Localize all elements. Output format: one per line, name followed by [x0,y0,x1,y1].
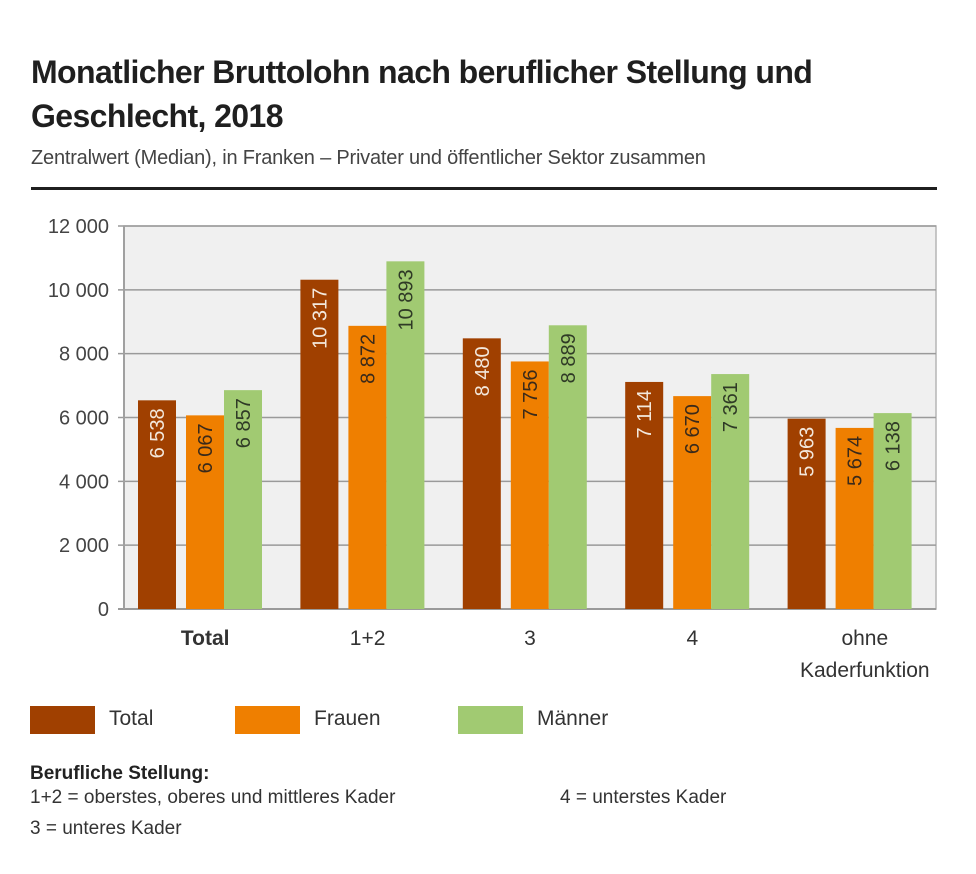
y-tick-label: 8 000 [59,344,109,366]
notes-row: 1+2 = oberstes, oberes und mittleres Kad… [30,787,726,818]
bar-value-label: 5 963 [797,427,819,477]
chart-title: Monatlicher Bruttolohn nach beruflicher … [31,54,813,134]
notes: Berufliche Stellung: 1+2 = oberstes, obe… [30,763,726,849]
bar-chart: 0 2 000 4 000 6 000 8 000 10 000 12 000 6 538 6… [48,216,937,682]
bar-value-label: 8 480 [472,346,494,396]
bar-frauen-4 [835,427,874,609]
bar-maenner-2 [548,325,587,609]
x-category-label: 3 [524,627,536,650]
bar-value-label: 5 674 [845,436,867,486]
notes-row: 3 = unteres Kader [30,818,209,849]
bar-value-label: 6 670 [682,404,704,454]
legend-label-frauen: Frauen [314,707,381,730]
bar-total-4 [787,418,826,609]
x-category-label: 4 [687,627,699,650]
y-tick-label: 2 000 [59,535,109,557]
x-category-label: Total [181,627,230,650]
bar-frauen-0 [186,415,224,609]
legend-label-total: Total [109,707,154,730]
bar-value-label: 6 857 [233,398,255,448]
bar-value-label: 8 889 [558,333,580,383]
bar-frauen-2 [510,361,549,609]
bar-maenner-4 [873,413,912,609]
bar-maenner-1 [386,261,425,609]
bar-total-2 [462,338,501,609]
bar-value-label: 6 138 [883,421,905,471]
legend-swatch-frauen [235,706,300,734]
bar-value-label: 7 114 [634,390,656,439]
x-category-label: 1+2 [350,627,386,650]
x-category-label: Kaderfunktion [800,659,930,682]
x-category-label: ohne [841,627,888,650]
legend-swatch-maenner [458,706,523,734]
y-tick-label: 6 000 [59,408,109,430]
note-item: 3 = unteres Kader [30,818,182,839]
bar-maenner-0 [224,390,262,609]
bar-value-label: 7 756 [520,369,542,419]
note-item: 4 = unterstes Kader [560,787,727,808]
y-tick-label: 10 000 [48,280,109,302]
bar-value-label: 10 893 [395,269,417,330]
legend-label-maenner: Männer [537,707,609,730]
bar-frauen-3 [673,396,712,609]
y-tick-label: 0 [98,599,109,621]
chart-subtitle: Zentralwert (Median), in Franken – Priva… [31,147,706,169]
legend-swatch-total [30,706,95,734]
bar-value-label: 7 361 [720,382,742,432]
bar-total-1 [300,279,339,609]
note-item: 1+2 = oberstes, oberes und mittleres Kad… [30,787,396,808]
y-tick-label: 4 000 [59,471,109,493]
bar-value-label: 8 872 [357,334,379,384]
bar-value-label: 6 538 [147,408,169,458]
bar-total-0 [138,400,176,609]
bar-maenner-3 [711,374,750,609]
title-divider [31,187,937,190]
bar-value-label: 6 067 [195,423,217,473]
notes-heading: Berufliche Stellung: [30,763,210,784]
bar-value-label: 10 317 [309,288,331,349]
y-tick-label: 12 000 [48,216,109,238]
bar-total-3 [625,381,664,609]
bar-frauen-1 [348,325,387,609]
